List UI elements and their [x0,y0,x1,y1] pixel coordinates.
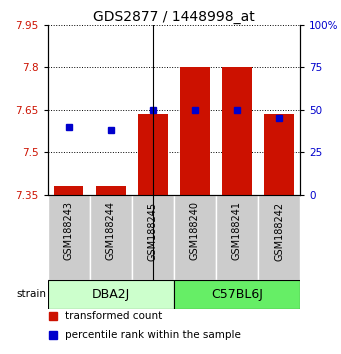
Text: transformed count: transformed count [65,312,163,321]
Bar [132,195,174,280]
Bar [174,280,300,309]
Title: GDS2877 / 1448998_at: GDS2877 / 1448998_at [93,10,255,24]
Bar [216,195,258,280]
Bar [174,195,216,280]
Text: C57BL6J: C57BL6J [211,288,263,301]
Bar [264,114,294,195]
Bar [48,195,90,280]
Text: GSM188241: GSM188241 [232,201,242,261]
Text: GSM188240: GSM188240 [190,201,200,261]
Text: GSM188245: GSM188245 [148,201,158,261]
Bar [90,195,132,280]
Text: DBA2J: DBA2J [92,288,130,301]
Bar [222,67,252,195]
Bar [54,186,84,195]
Bar [138,114,167,195]
Bar [48,280,174,309]
Bar [96,186,125,195]
Text: GSM188243: GSM188243 [64,201,74,261]
Text: percentile rank within the sample: percentile rank within the sample [65,330,241,340]
Bar [180,67,210,195]
Bar [258,195,300,280]
Text: strain: strain [17,289,47,299]
Text: GSM188242: GSM188242 [274,201,284,261]
Text: GSM188244: GSM188244 [106,201,116,261]
